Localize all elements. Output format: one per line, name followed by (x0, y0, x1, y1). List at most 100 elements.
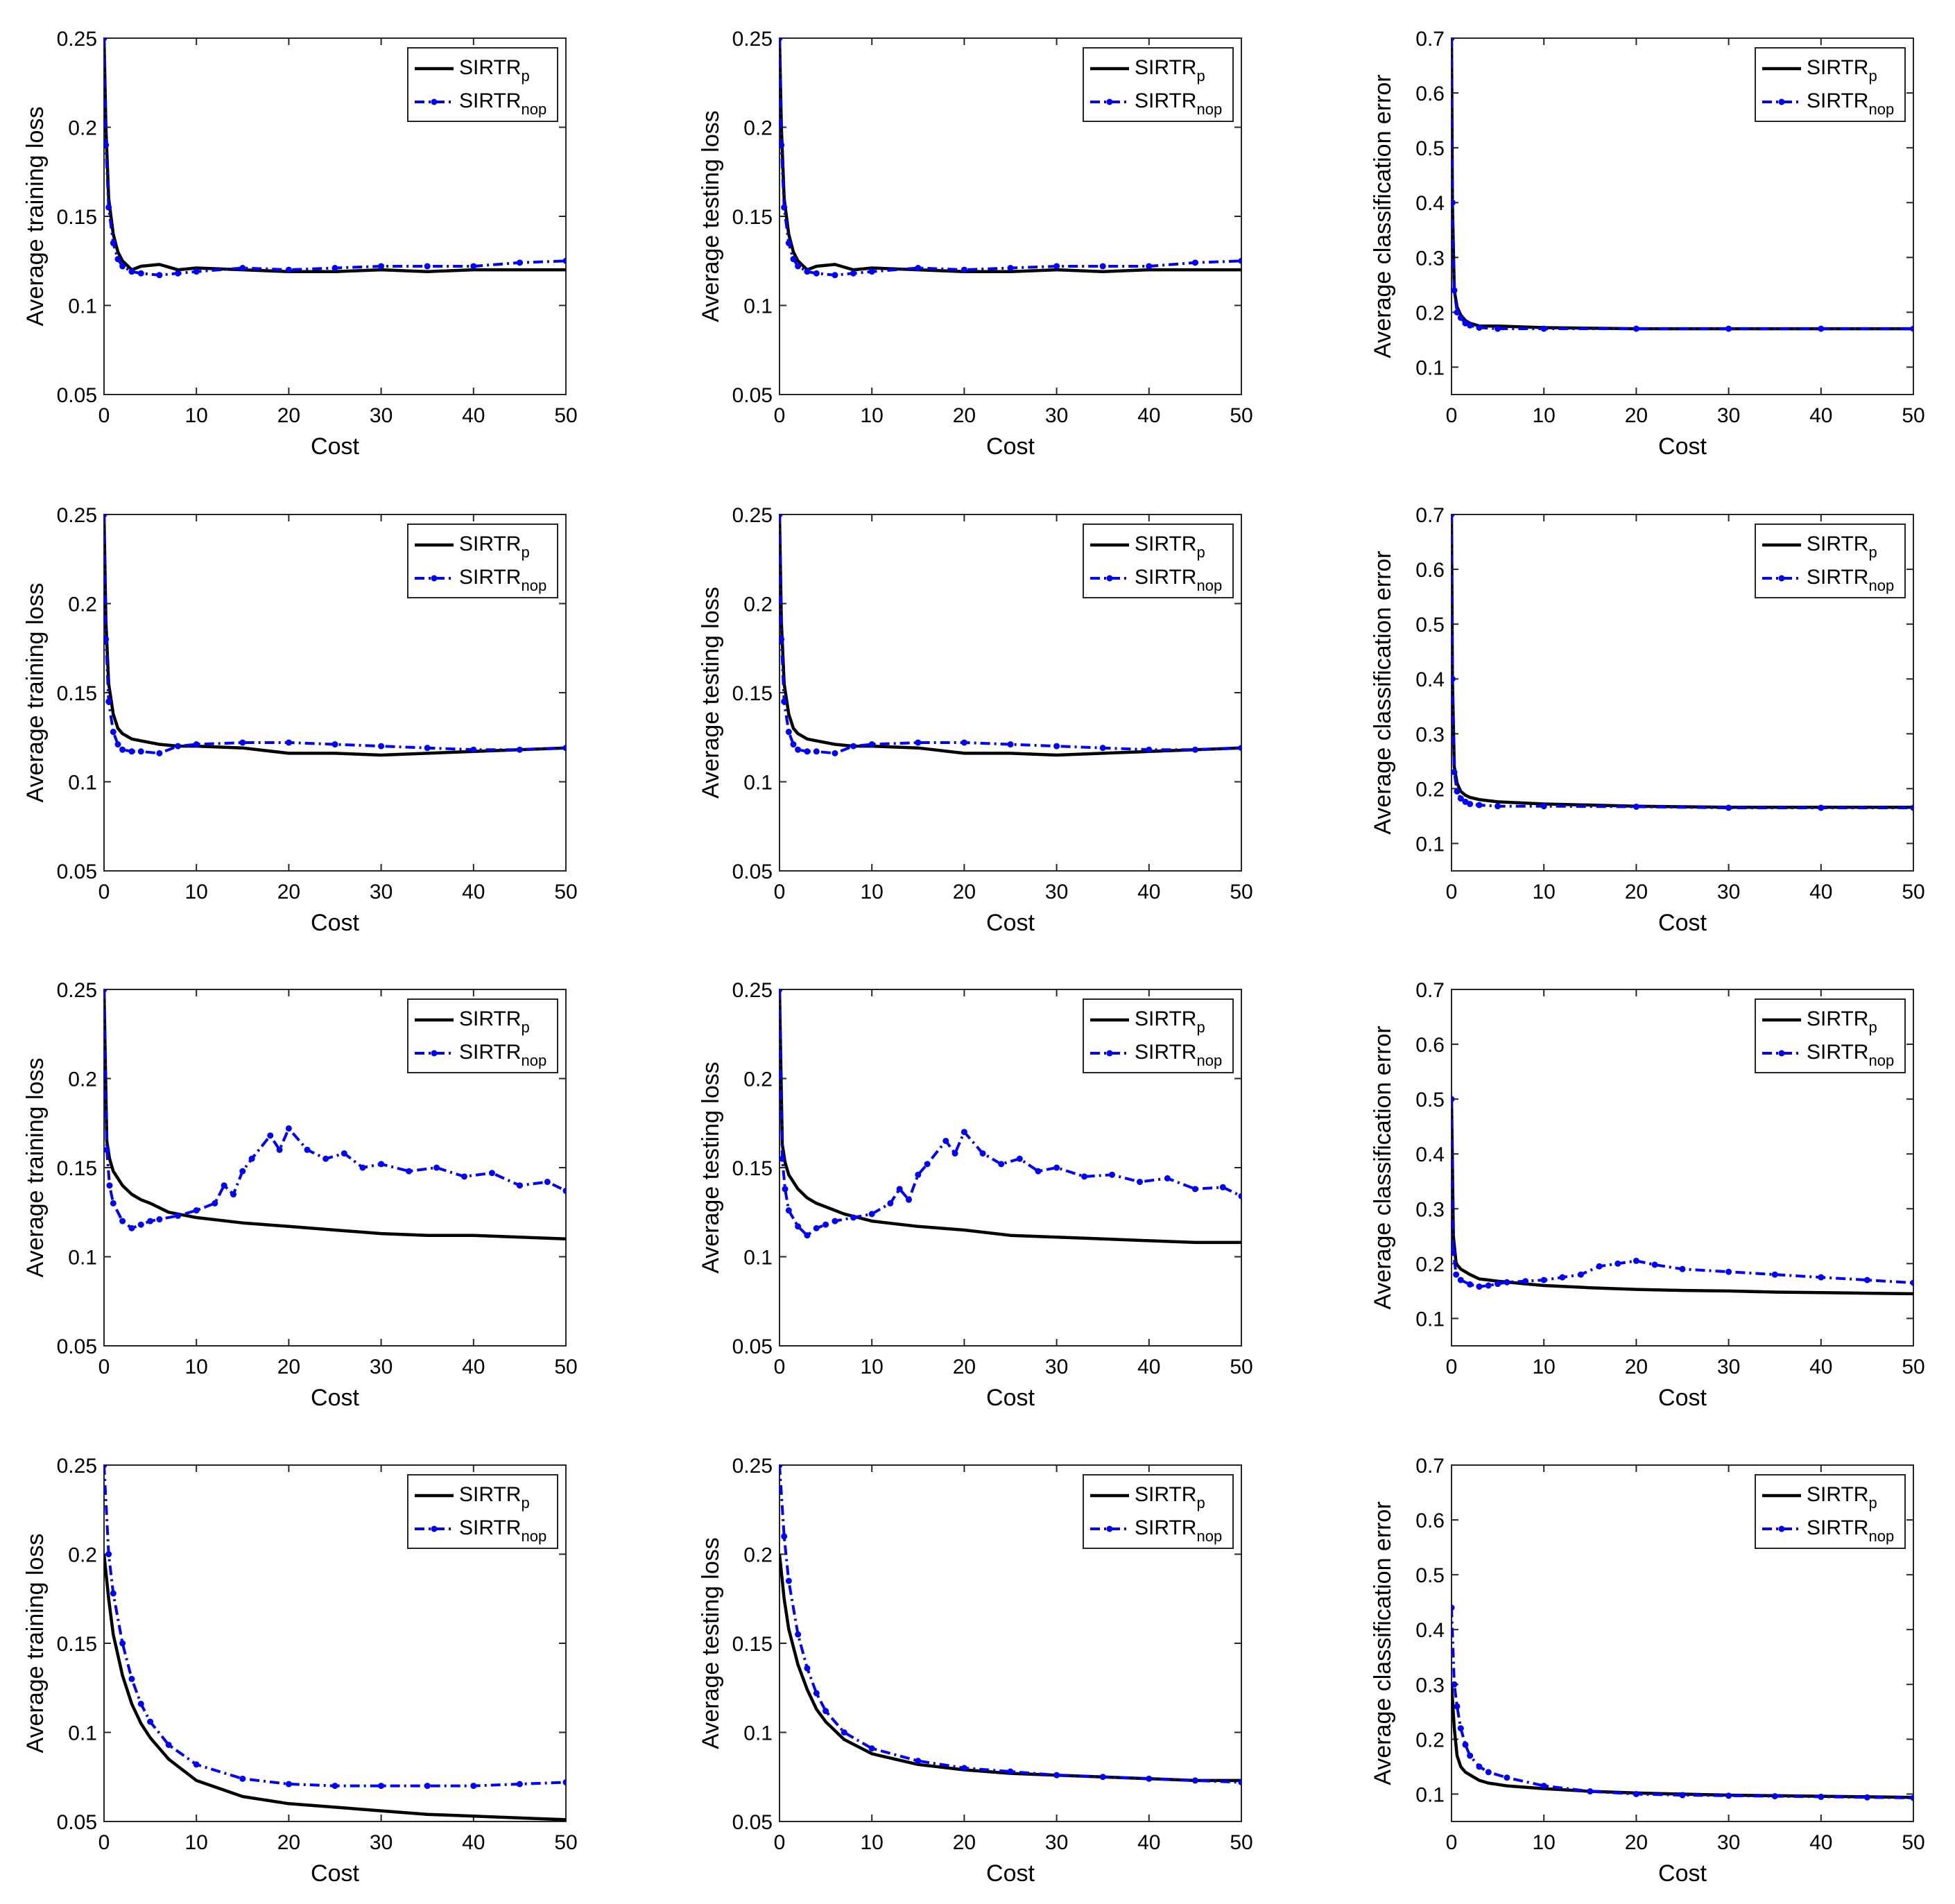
y-tick-label: 0.2 (743, 1068, 773, 1091)
x-tick-label: 50 (1230, 404, 1252, 427)
x-tick-label: 50 (1902, 404, 1924, 427)
y-tick-label: 0.15 (57, 682, 97, 705)
y-tick-label: 0.1 (1415, 1308, 1445, 1331)
data-point-sirtr-nop (915, 1758, 922, 1765)
data-point-sirtr-nop (1559, 1274, 1566, 1281)
data-point-sirtr-nop (128, 1224, 135, 1231)
legend-label-sirtr-p: SIRTRp (1135, 56, 1205, 85)
x-tick-label: 50 (554, 404, 577, 427)
y-tick-label: 0.25 (732, 1455, 773, 1478)
data-point-sirtr-nop (110, 1590, 117, 1597)
y-tick-label: 0.7 (1415, 979, 1445, 1002)
y-tick-label: 0.1 (1415, 356, 1445, 379)
legend-base: SIRTR (1135, 533, 1196, 555)
x-tick-label: 10 (1533, 881, 1556, 903)
data-point-sirtr-nop (1540, 1276, 1547, 1283)
legend-subscript: p (521, 544, 529, 561)
legend-subscript: nop (521, 1527, 546, 1545)
x-tick-label: 40 (1809, 1356, 1832, 1378)
data-point-sirtr-nop (1633, 803, 1639, 810)
data-point-sirtr-nop (780, 1155, 786, 1162)
data-point-sirtr-nop (1238, 257, 1241, 264)
data-point-sirtr-nop (516, 259, 523, 266)
data-point-sirtr-nop (781, 204, 788, 211)
data-point-sirtr-nop (104, 141, 110, 148)
data-point-sirtr-nop (175, 270, 182, 277)
data-point-sirtr-nop (104, 989, 107, 993)
data-point-sirtr-nop (804, 1665, 811, 1672)
x-tick-label: 20 (953, 1356, 976, 1378)
data-point-sirtr-nop (780, 38, 783, 42)
y-tick-label: 0.1 (743, 772, 773, 795)
x-tick-label: 30 (370, 1356, 393, 1378)
y-tick-label: 0.15 (57, 206, 97, 229)
legend-subscript: p (1868, 544, 1877, 561)
subplot-r3c1: 0 10 20 30 40 50 0.05 0.1 0.15 0.2 0.25 Cost Average… (22, 979, 578, 1411)
data-point-sirtr-nop (924, 1161, 931, 1168)
plot-area (1452, 514, 1913, 811)
data-point-sirtr-nop (832, 1218, 838, 1224)
data-point-sirtr-nop (1910, 804, 1913, 811)
y-tick-label: 0.05 (732, 860, 773, 883)
data-point-sirtr-nop (795, 1631, 802, 1638)
y-tick-label: 0.2 (68, 594, 97, 616)
legend-label-sirtr-nop: SIRTRnop (1135, 89, 1222, 118)
data-point-sirtr-nop (832, 750, 838, 756)
y-tick-label: 0.2 (743, 117, 773, 140)
data-point-sirtr-nop (156, 750, 163, 756)
data-point-sirtr-nop (1633, 325, 1639, 332)
legend-box (407, 523, 558, 598)
plot-area (104, 514, 566, 757)
y-tick-label: 0.4 (1415, 192, 1445, 215)
x-tick-label: 40 (1809, 881, 1832, 903)
x-tick-label: 10 (1533, 1356, 1556, 1378)
data-point-sirtr-nop (137, 1221, 144, 1228)
data-point-sirtr-nop (239, 265, 246, 272)
data-point-sirtr-nop (1219, 1184, 1226, 1191)
y-tick-label: 0.4 (1415, 668, 1445, 691)
y-axis-label: Average testing loss (698, 110, 724, 322)
data-point-sirtr-nop (823, 1708, 829, 1715)
subplot-r1c1: 0 10 20 30 40 50 0.05 0.1 0.15 0.2 0.25 Cost Average… (22, 28, 578, 460)
legend-label-sirtr-nop: SIRTRnop (1807, 1041, 1894, 1069)
legend-subscript: nop (1868, 101, 1894, 118)
data-point-sirtr-nop (147, 1218, 154, 1224)
y-tick-label: 0.6 (1415, 1034, 1445, 1057)
data-point-sirtr-nop (230, 1191, 236, 1198)
legend-subscript: p (1868, 1494, 1877, 1512)
data-point-sirtr-nop (1771, 1271, 1778, 1278)
data-point-sirtr-nop (780, 1465, 783, 1469)
x-axis-label: Cost (1658, 1860, 1707, 1887)
legend-label-sirtr-p: SIRTRp (1135, 533, 1205, 561)
x-tick-label: 0 (1446, 881, 1458, 903)
y-tick-label: 0.1 (68, 295, 97, 318)
y-tick-label: 0.6 (1415, 83, 1445, 105)
x-tick-label: 20 (277, 1356, 300, 1378)
data-point-sirtr-nop (322, 1155, 329, 1162)
legend-subscript: nop (1196, 577, 1222, 594)
data-point-sirtr-nop (887, 1200, 894, 1206)
y-tick-label: 0.5 (1415, 137, 1445, 160)
legend-subscript: nop (1868, 577, 1894, 594)
x-tick-label: 0 (774, 1356, 786, 1378)
y-axis-label: Average training loss (22, 107, 49, 327)
legend-label-sirtr-nop: SIRTRnop (459, 1516, 546, 1545)
x-tick-label: 30 (1045, 1831, 1068, 1854)
data-point-sirtr-nop (1485, 1282, 1492, 1289)
y-tick-label: 0.2 (1415, 778, 1445, 801)
y-tick-label: 0.7 (1415, 504, 1445, 527)
y-tick-label: 0.2 (1415, 1729, 1445, 1751)
y-axis-label: Average training loss (22, 1534, 49, 1754)
legend-subscript: p (1196, 1494, 1205, 1512)
x-tick-label: 20 (953, 404, 976, 427)
data-point-sirtr-nop (1146, 1775, 1153, 1782)
data-point-sirtr-nop (128, 268, 135, 275)
data-point-sirtr-nop (1495, 803, 1501, 810)
data-point-sirtr-nop (795, 263, 802, 270)
y-tick-label: 0.1 (1415, 1783, 1445, 1806)
plot-area (104, 989, 566, 1241)
legend-base: SIRTR (1135, 1516, 1196, 1539)
legend-base: SIRTR (459, 1483, 521, 1506)
data-point-sirtr-nop (1462, 1741, 1469, 1748)
